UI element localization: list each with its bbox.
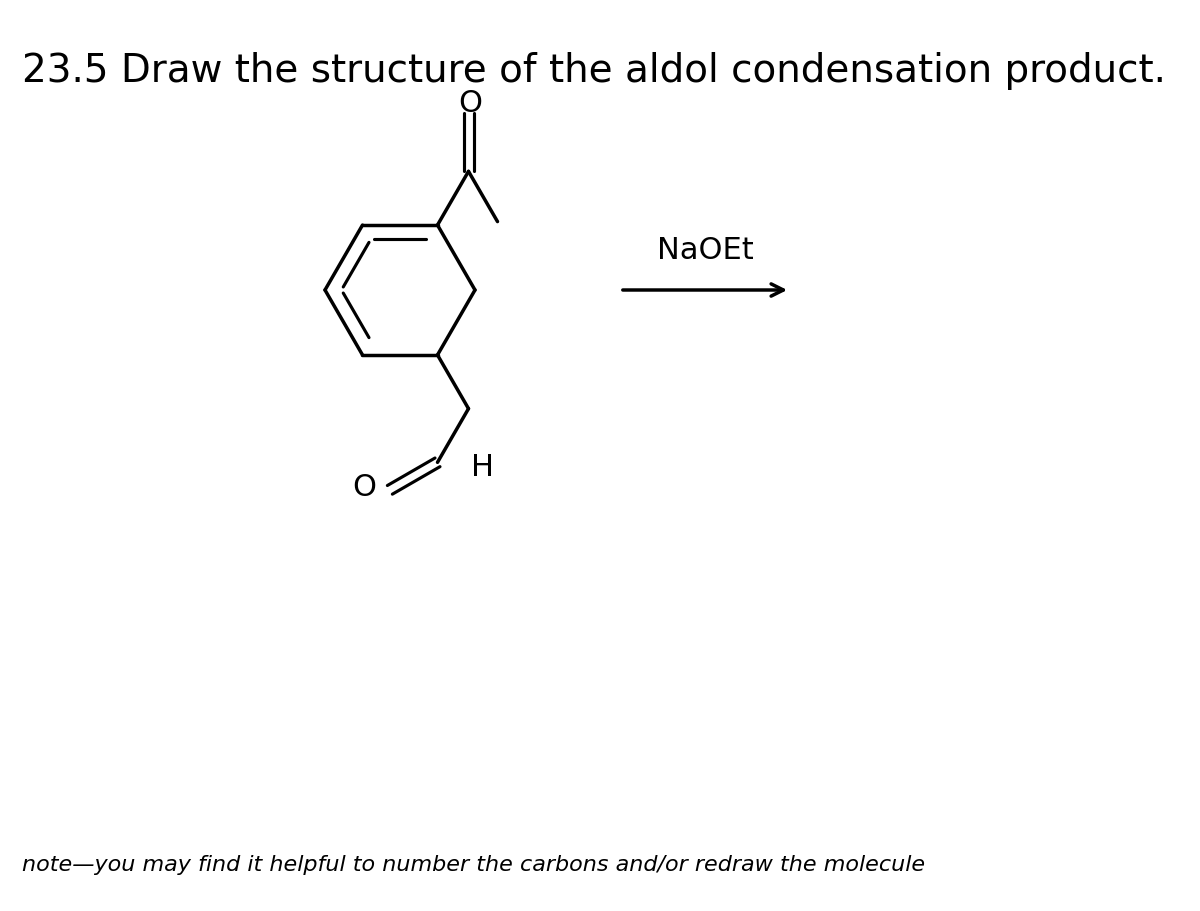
Text: H: H — [470, 453, 493, 482]
Text: NaOEt: NaOEt — [656, 236, 754, 265]
Text: 23.5 Draw the structure of the aldol condensation product.: 23.5 Draw the structure of the aldol con… — [22, 52, 1166, 90]
Text: O: O — [352, 474, 376, 502]
Text: note—you may find it helpful to number the carbons and/or redraw the molecule: note—you may find it helpful to number t… — [22, 855, 925, 875]
Text: O: O — [458, 89, 482, 118]
